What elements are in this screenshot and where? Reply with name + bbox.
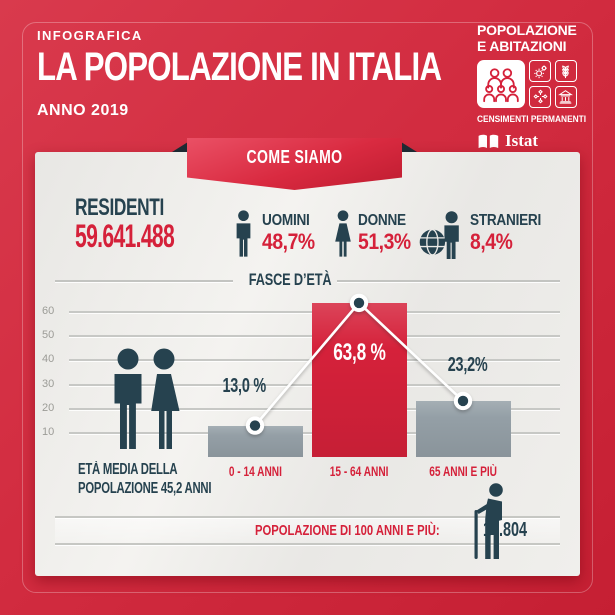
residents-label: RESIDENTI (75, 194, 164, 221)
group-value: 51,3% (358, 229, 411, 254)
elderly-person-icon (467, 482, 515, 565)
chart-title: FASCE D’ETÀ (248, 270, 332, 289)
category-label: 0 - 14 ANNI (228, 464, 282, 479)
bar-3 (415, 400, 511, 457)
y-axis-tick-label: 40 (42, 353, 55, 366)
group-value: 8,4% (470, 229, 513, 254)
woman-icon (332, 210, 354, 262)
average-age-note: ETÀ MEDIA DELLA POPOLAZIONE 45,2 ANNI (78, 461, 212, 497)
category-label: 65 ANNI E PIÙ (429, 464, 497, 479)
title-rule-left (55, 280, 233, 282)
gears-icon (529, 60, 551, 83)
group-label: DONNE (358, 212, 406, 229)
ribbon-banner: COME SIAMO (187, 138, 402, 190)
residents-value: 59.641.488 (75, 218, 175, 254)
value-label: 63,8 % (332, 338, 386, 366)
program-block: POPOLAZIONE E ABITAZIONI (477, 22, 587, 151)
value-label: 23,2% (448, 353, 488, 376)
kicker: INFOGRAFICA (37, 28, 143, 43)
year-label: ANNO 2019 (37, 101, 129, 119)
bank-icon (554, 85, 577, 108)
y-axis-tick-label: 20 (42, 401, 55, 414)
ribbon-fold-left-icon (172, 142, 188, 152)
group-label: STRANIERI (470, 212, 542, 229)
centenarians-label: POPOLAZIONE DI 100 ANNI E PIÙ: (255, 522, 440, 539)
wheat-icon (554, 60, 577, 83)
couple-icon (107, 348, 185, 455)
content-panel: RESIDENTI 59.641.488 UOMINI 48,7% (35, 152, 580, 576)
header: INFOGRAFICA LA POPOLAZIONE IN ITALIA ANN… (37, 28, 555, 120)
globe-person-icon (418, 210, 466, 265)
group-value: 48,7% (262, 229, 315, 254)
age-chart-plot: 10 20 30 40 50 60 13,0 % 0 - 14 ANNI 63,8 % 15 - … (42, 293, 560, 479)
title-rule-right (337, 280, 560, 282)
ribbon-fold-right-icon (401, 142, 417, 152)
connector-line-overlay (245, 293, 473, 435)
category-label: 15 - 64 ANNI (329, 464, 389, 479)
value-label: 13,0 % (222, 374, 266, 397)
y-axis-tick-label: 60 (42, 305, 55, 318)
book-icon (478, 134, 499, 148)
istat-logo: Istat (477, 131, 581, 151)
bar-2 (311, 302, 407, 457)
page-title: LA POPOLAZIONE IN ITALIA (37, 45, 442, 89)
y-axis-tick-label: 50 (42, 329, 55, 342)
program-caption: CENSIMENTI PERMANENTI (477, 114, 587, 125)
family-icon (477, 60, 525, 109)
program-icon-grid (477, 60, 581, 109)
istat-wordmark: Istat (505, 131, 539, 151)
network-icon (529, 85, 551, 108)
y-axis-tick-label: 30 (42, 377, 55, 390)
man-icon (231, 210, 256, 262)
section-ribbon: COME SIAMO (172, 138, 417, 190)
group-label: UOMINI (262, 212, 310, 229)
program-name: POPOLAZIONE E ABITAZIONI (477, 22, 577, 55)
y-axis-tick-label: 10 (42, 425, 55, 438)
